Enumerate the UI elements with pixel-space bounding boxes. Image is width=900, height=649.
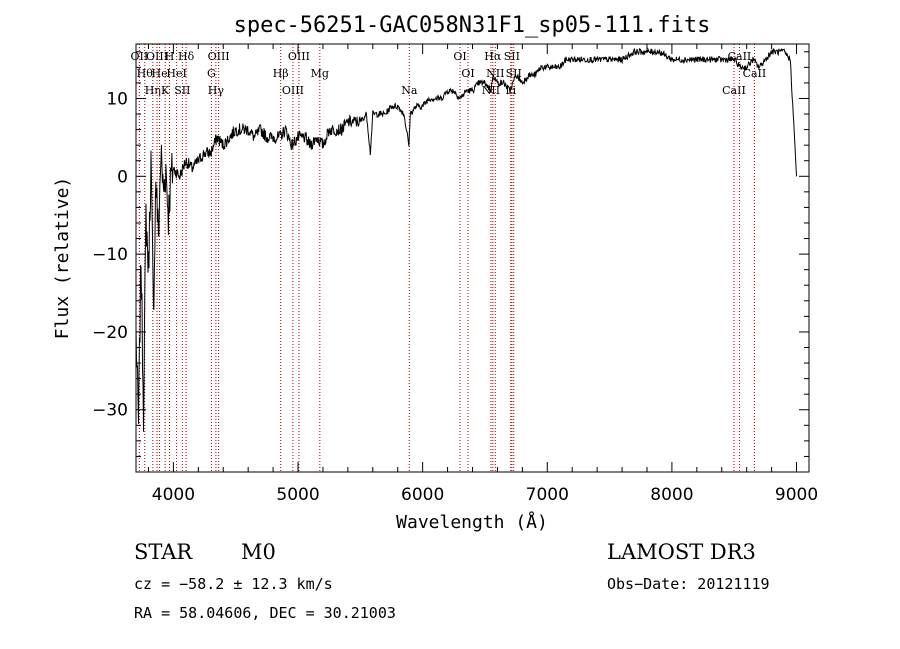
spectral-line-label: Hθ [137,67,154,80]
spectral-line-label: CaII [743,67,767,80]
survey-name: LAMOST DR3 [607,540,756,564]
x-axis-label: Wavelength (Å) [396,511,548,533]
spectral-line-label: SII [174,84,190,97]
spectral-line-label: Na [401,84,418,97]
object-subclass: M0 [241,540,276,564]
x-tick-label: 6000 [401,485,444,505]
spectral-line-label: HeI [166,67,186,80]
x-tick-label: 7000 [526,485,569,505]
spectral-line-label: Hα [484,50,502,63]
y-axis-label: Flux (relative) [52,177,73,340]
spectral-line-label: OII [131,50,149,63]
y-tick-label: −10 [92,245,128,265]
spectrum-series [135,47,797,432]
redshift-readout: cz = −58.2 ± 12.3 km/s [134,575,333,593]
chart-title: spec-56251-GAC058N31F1_sp05-111.fits [234,13,711,38]
object-class: STAR [134,540,193,564]
y-tick-label: 0 [117,167,128,187]
spectral-line-markers: OII Hθ Hη OIII He K H HeI SII Hδ G Hγ OIII Hβ OIII OIII… [131,44,767,472]
y-tick-label: 10 [106,89,128,109]
axes: 4000 5000 6000 7000 8000 9000 10 0 −10 −20 −30 [92,44,818,505]
spectral-line-label: NII [486,67,504,80]
spectral-line-label: Mg [311,67,329,80]
spectral-line-label: CaII [722,84,746,97]
x-tick-label: 9000 [775,485,818,505]
spectral-line-label: OIII [208,50,230,63]
spectral-line-label: H [165,50,175,63]
spectrum-line [135,47,797,432]
spectral-line-label: OIII [146,50,168,63]
spectral-line-label: Hδ [178,50,195,63]
spectral-line-label: Li [505,84,516,97]
spectral-line-label: SII [504,50,520,63]
plot-frame [135,43,810,473]
spectral-line-label: Hγ [208,84,225,97]
spectral-line-label: OI [453,50,466,63]
coordinates-readout: RA = 58.04606, DEC = 30.21003 [134,604,396,622]
spectral-line-label: Hβ [273,67,289,80]
x-tick-label: 5000 [276,485,319,505]
x-tick-label: 4000 [152,485,195,505]
observation-date: Obs−Date: 20121119 [607,575,770,593]
spectral-line-label: OIII [282,84,304,97]
spectral-line-label: G [207,67,216,80]
x-tick-label: 8000 [650,485,693,505]
y-tick-label: −20 [92,323,128,343]
spectral-line-label: He [152,67,168,80]
spectral-line-label: Hη [145,84,161,97]
spectral-line-label: OI [461,67,474,80]
spectral-line-label: OIII [288,50,310,63]
spectral-line-label: K [161,84,170,97]
y-tick-label: −30 [92,401,128,421]
